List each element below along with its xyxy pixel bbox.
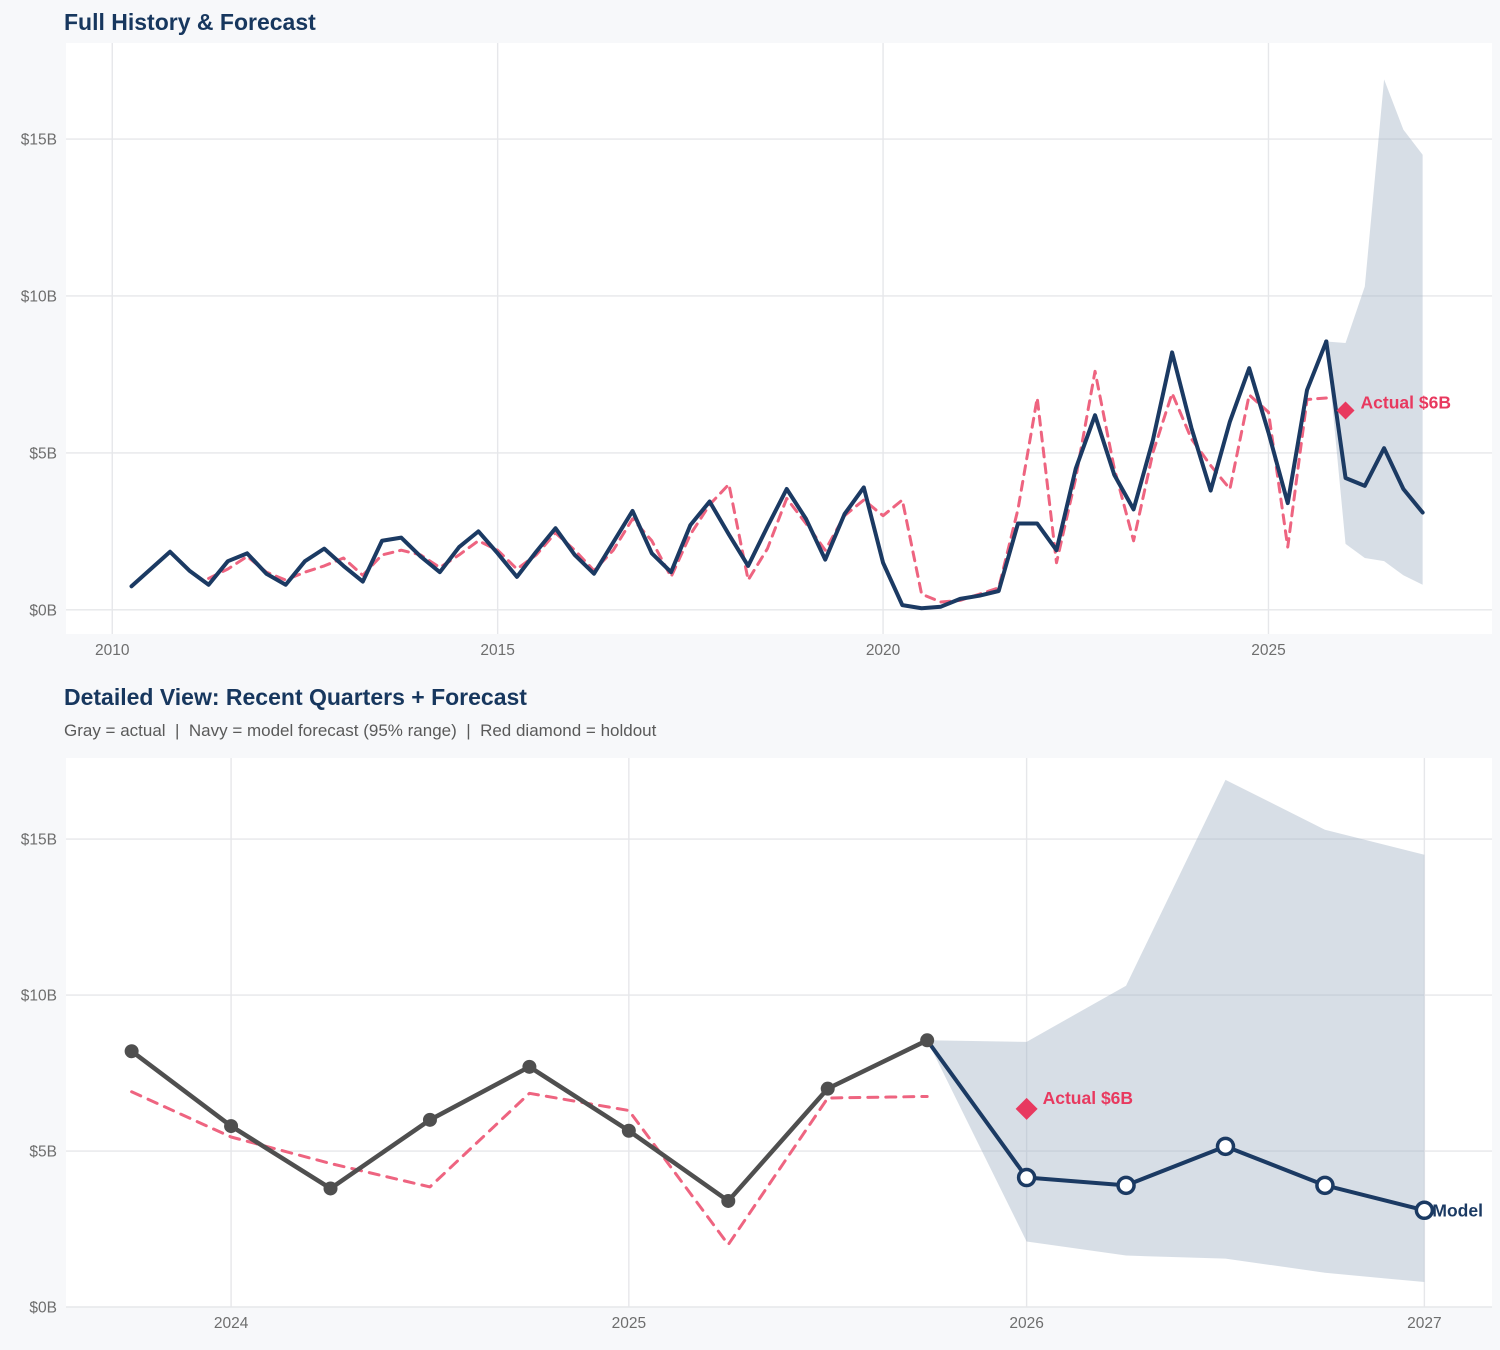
full-history-x-tick-label: 2025 <box>1251 642 1285 659</box>
full-history-y-tick-label: $5B <box>29 445 57 462</box>
detailed-view-forecast-point <box>1016 1167 1037 1188</box>
detailed-view-chart-title: Detailed View: Recent Quarters + Forecas… <box>64 684 527 710</box>
full-history-holdout-label: Actual $6B <box>1361 393 1451 413</box>
detailed-view-forecast-point <box>1116 1175 1136 1196</box>
detailed-view-holdout-label: Actual $6B <box>1043 1088 1133 1108</box>
full-history-plot-area <box>66 43 1492 634</box>
detailed-view-x-tick-label: 2025 <box>612 1315 646 1332</box>
detailed-view-x-tick-label: 2026 <box>1009 1315 1043 1332</box>
detailed-view-forecast-line <box>925 1038 1427 1213</box>
full-history-forecast_95_range-band <box>1326 79 1423 585</box>
full-history-holdout-diamond <box>1336 401 1355 420</box>
detailed-view-plot-area <box>66 758 1492 1307</box>
full-history-x-tick-label: 2015 <box>480 642 514 659</box>
detailed-view-y-tick-label: $15B <box>21 832 57 849</box>
detailed-view-forecast-point <box>1315 1175 1335 1196</box>
detailed-view-chart: Actual $6B Model $0B $5B $10B $15B 2024 2025 202… <box>21 758 1492 1332</box>
detailed-view-holdout-diamond <box>1015 1097 1038 1120</box>
detailed-view-actual-point <box>224 1119 239 1134</box>
full-history-forecast-line <box>1324 339 1425 515</box>
detailed-view-actual-point <box>920 1033 935 1048</box>
full-history-x-tick-label: 2020 <box>866 642 901 659</box>
detailed-view-actual-point <box>522 1059 537 1074</box>
detailed-view-actual-point <box>721 1193 736 1208</box>
full-history-chart: Actual $6B $0B $5B $10B $15B 2010 2015 2020 2025 <box>21 43 1492 659</box>
detailed-view-actual-point <box>323 1181 338 1196</box>
detailed-view-chart-legend: Gray = actual | Navy = model forecast (9… <box>64 721 657 740</box>
detailed-view-x-tick-label: 2027 <box>1407 1315 1441 1332</box>
full-history-y-tick-label: $15B <box>21 132 57 149</box>
full-history-actual-line <box>129 339 1329 611</box>
full-history-x-tick-label: 2010 <box>95 642 130 659</box>
detailed-view-actual-point <box>124 1044 139 1059</box>
detailed-view-y-tick-label: $10B <box>21 988 57 1005</box>
detailed-view-series-label: Model <box>1432 1200 1483 1220</box>
detailed-view-forecast_95_range-band <box>927 779 1425 1283</box>
full-history-model_fit-line <box>207 369 1328 604</box>
detailed-view-x-tick-label: 2024 <box>214 1315 249 1332</box>
detailed-view-y-tick-label: $5B <box>29 1144 57 1161</box>
detailed-view-actual-point <box>422 1112 437 1127</box>
detailed-view-forecast-point <box>1414 1200 1435 1221</box>
detailed-view-y-tick-label: $0B <box>29 1300 57 1317</box>
full-history-y-tick-label: $0B <box>29 602 57 619</box>
detailed-view-forecast-point <box>1215 1136 1236 1157</box>
detailed-view-actual-point <box>820 1081 835 1096</box>
full-history-chart-title: Full History & Forecast <box>64 9 316 35</box>
detailed-view-actual-point <box>621 1123 636 1138</box>
full-history-y-tick-label: $10B <box>21 288 57 305</box>
